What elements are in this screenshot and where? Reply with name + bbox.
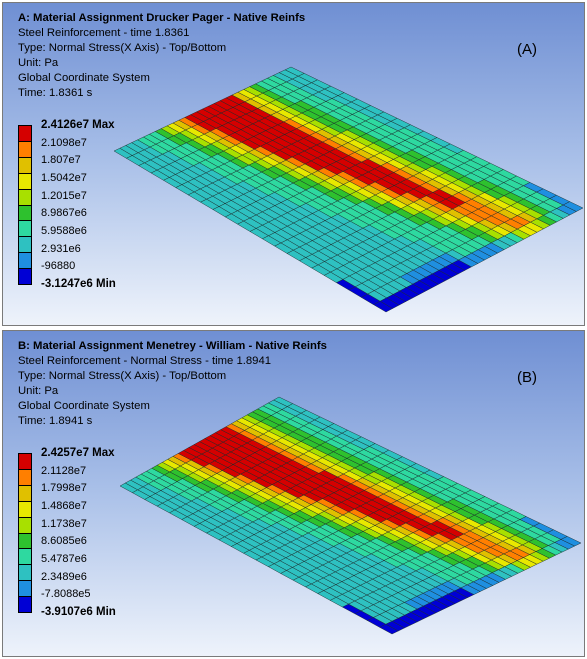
legend-swatch [18,220,32,238]
result-time: Time: 1.8361 s [18,87,93,99]
legend-swatch [18,548,32,566]
legend-swatch [18,468,32,486]
legend-label: 8.9867e6 [41,207,87,220]
result-time: Time: 1.8941 s [18,415,93,427]
legend-swatch [18,532,32,550]
legend-label: -96880 [41,260,76,273]
legend-max-label: 2.4126e7 Max [41,119,115,131]
legend-min-label: -3.1247e6 Min [41,278,116,290]
legend-max-label: 2.4257e7 Max [41,447,115,459]
result-title: A: Material Assignment Drucker Pager - N… [18,12,306,24]
legend-label: 5.9588e6 [41,225,87,237]
result-subtitle: Steel Reinforcement - time 1.8361 [18,27,190,39]
legend-label: 1.4868e7 [41,500,87,512]
legend-swatch [18,268,32,285]
legend-label: 2.1128e7 [41,464,87,477]
stress-contour-plate[interactable] [3,3,584,325]
mesh-element [562,201,584,212]
result-info: B: Material Assignment Menetrey - Willia… [18,339,327,429]
result-title: B: Material Assignment Menetrey - Willia… [18,340,327,352]
stress-contour-plate[interactable] [3,331,584,656]
legend-swatch [18,500,32,518]
result-unit: Unit: Pa [18,385,59,397]
result-coordinate-system: Global Coordinate System [18,72,150,84]
result-panel-a: A: Material Assignment Drucker Pager - N… [2,2,585,326]
legend-swatch [18,252,32,270]
result-type: Type: Normal Stress(X Axis) - Top/Bottom [18,370,227,382]
legend-label: -7.8088e5 [41,588,91,601]
legend-swatch [18,204,32,222]
legend-label: 8.6085e6 [41,535,87,548]
panel-label: (A) [517,41,537,58]
legend-label: 5.4787e6 [41,553,87,565]
legend-swatch [18,484,32,502]
legend-swatch [18,172,32,190]
legend-swatch [18,140,32,158]
legend-swatch [18,516,32,534]
legend-swatch [18,596,32,613]
panel-label: (B) [517,369,537,386]
legend-swatch [18,580,32,598]
result-type: Type: Normal Stress(X Axis) - Top/Bottom [18,42,227,54]
result-coordinate-system: Global Coordinate System [18,400,150,412]
legend-label: 1.807e7 [41,154,81,167]
legend-frame [18,125,32,285]
result-info: A: Material Assignment Drucker Pager - N… [18,11,305,101]
legend-swatch [18,188,32,206]
legend-label: 2.931e6 [41,242,81,255]
legend-label: 2.1098e7 [41,136,87,149]
legend-swatch [18,236,32,254]
result-subtitle: Steel Reinforcement - Normal Stress - ti… [18,355,272,367]
legend-label: 1.5042e7 [41,172,87,184]
legend-frame [18,453,32,613]
legend-label: 1.2015e7 [41,189,87,202]
result-unit: Unit: Pa [18,57,59,69]
legend-swatch [18,564,32,582]
legend-swatch [18,156,32,174]
legend-label: 1.1738e7 [41,517,87,530]
legend-label: 1.7998e7 [41,482,87,495]
legend-min-label: -3.9107e6 Min [41,606,116,618]
mesh-element [560,536,582,547]
result-panel-b: B: Material Assignment Menetrey - Willia… [2,330,585,657]
legend-label: 2.3489e6 [41,570,87,583]
